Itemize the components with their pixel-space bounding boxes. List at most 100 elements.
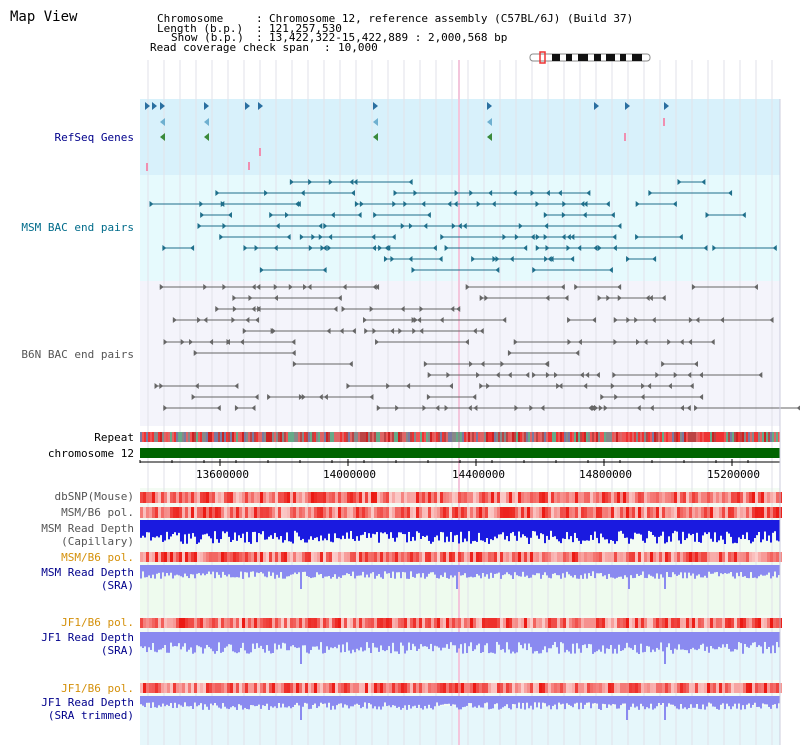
track-label-jf1-depth-sra[interactable]: JF1 Read Depth: [41, 631, 134, 644]
jf1-trim-depth-bar: [620, 696, 622, 706]
track-label-jf1-b6-pol-2[interactable]: JF1/B6 pol.: [61, 682, 134, 695]
repeat-stripe: [244, 432, 246, 442]
b6n-bac-pair-end: [215, 306, 220, 312]
dbsnp-cell: [506, 492, 509, 503]
msm-cap-depth-bar: [486, 520, 488, 539]
jf1-trim-depth-bar: [396, 696, 398, 708]
track-label-refseq[interactable]: RefSeq Genes: [54, 131, 134, 144]
repeat-stripe: [588, 432, 590, 442]
msm-sra-depth-bar: [630, 565, 632, 576]
msm-cap-depth-bar: [298, 520, 300, 537]
msm-cap-depth-bar: [778, 520, 780, 542]
ideogram-band: [620, 54, 626, 61]
b6n-bac-pair-end: [480, 361, 485, 367]
jf1-pol2-cell: [383, 683, 386, 693]
b6n-bac-pair-end: [585, 372, 590, 378]
msm-pol-cell: [629, 507, 632, 518]
jf1-trim-depth-bar: [306, 696, 308, 704]
msm-bac-pair-end: [284, 212, 289, 218]
msm-sra-depth-bar: [420, 565, 422, 578]
jf1-pol2-cell: [368, 683, 371, 693]
msm-sra-depth-bar: [718, 565, 720, 577]
jf1-pol-cell: [419, 618, 422, 628]
track-label-msm-b6-pol-1[interactable]: MSM/B6 pol.: [61, 506, 134, 519]
dbsnp-cell: [737, 492, 740, 503]
msm-pol2-cell: [602, 552, 605, 562]
track-label-b6n-bac[interactable]: B6N BAC end pairs: [21, 348, 134, 361]
track-label-jf1-b6-pol-1[interactable]: JF1/B6 pol.: [61, 616, 134, 629]
jf1-trim-depth-bar: [328, 696, 330, 703]
jf1-trim-depth-bar: [454, 696, 456, 705]
msm-pol-cell: [536, 507, 539, 518]
jf1-trim-depth-bar: [392, 696, 394, 706]
dbsnp-cell: [614, 492, 617, 503]
dbsnp-cell: [371, 492, 374, 503]
dbsnp-cell: [155, 492, 158, 503]
msm-cap-depth-bar: [444, 520, 446, 543]
jf1-pol-cell: [359, 618, 362, 628]
jf1-sra-depth-bar: [546, 632, 548, 653]
dbsnp-cell: [662, 492, 665, 503]
b6n-bac-pair-end: [232, 295, 237, 301]
jf1-trim-depth-bar: [420, 696, 422, 709]
msm-pol-cell: [752, 507, 755, 518]
msm-pol2-cell: [713, 552, 716, 562]
msm-pol-cell: [296, 507, 299, 518]
msm-cap-depth-bar: [602, 520, 604, 538]
msm-sra-depth-bar: [522, 565, 524, 572]
b6n-bac-pair-end: [422, 405, 427, 411]
msm-bac-pair-end: [371, 234, 376, 240]
msm-cap-depth-bar: [502, 520, 504, 533]
dbsnp-cell: [452, 492, 455, 503]
msm-sra-depth-bar: [532, 565, 534, 575]
jf1-pol-cell: [185, 618, 188, 628]
jf1-sra-depth-bar: [426, 632, 428, 647]
msm-pol-cell: [257, 507, 260, 518]
jf1-trim-depth-bar: [768, 696, 770, 707]
b6n-bac-pair-end: [673, 372, 678, 378]
b6n-bac-pair-end: [254, 394, 259, 400]
jf1-sra-depth-bar-spike: [300, 632, 302, 664]
track-label-msm-bac[interactable]: MSM BAC end pairs: [21, 221, 134, 234]
b6n-bac-pair-end: [590, 405, 595, 411]
msm-sra-depth-bar: [716, 565, 718, 572]
b6n-bac-pair-end: [248, 295, 253, 301]
repeat-stripe: [598, 432, 600, 442]
gene-glyph: [245, 102, 250, 110]
jf1-trim-depth-bar: [580, 696, 582, 703]
msm-pol-cell: [329, 507, 332, 518]
msm-sra-depth-bar: [262, 565, 264, 574]
msm-pol-cell: [299, 507, 302, 518]
b6n-bac-pair-end: [495, 372, 500, 378]
jf1-pol-cell: [641, 618, 644, 628]
track-label-chromosome[interactable]: chromosome 12: [47, 447, 134, 460]
jf1-sra-depth-bar: [548, 632, 550, 649]
track-label-dbsnp[interactable]: dbSNP(Mouse): [54, 490, 134, 503]
info-sep: :: [256, 22, 263, 35]
jf1-trim-depth-bar: [270, 696, 272, 707]
repeat-stripe: [404, 432, 406, 442]
track-label-jf1-depth-trim[interactable]: JF1 Read Depth: [41, 696, 134, 709]
msm-pol2-cell: [281, 552, 284, 562]
msm-sra-depth-bar: [450, 565, 452, 576]
track-label-msm-depth-sra[interactable]: MSM Read Depth: [41, 566, 134, 579]
jf1-trim-depth-bar: [564, 696, 566, 710]
info-coverage-label: Read coverage check span: [150, 41, 309, 54]
msm-pol-cell: [557, 507, 560, 518]
repeat-stripe: [560, 432, 562, 442]
track-label-repeat[interactable]: Repeat: [94, 431, 134, 444]
msm-pol2-cell: [686, 552, 689, 562]
track-label-msm-depth-cap[interactable]: MSM Read Depth: [41, 522, 134, 535]
msm-pol2-cell: [524, 552, 527, 562]
b6n-bac-pair-end: [363, 317, 368, 323]
track-label-msm-b6-pol-2[interactable]: MSM/B6 pol.: [61, 551, 134, 564]
jf1-pol-cell: [551, 618, 554, 628]
jf1-pol-cell: [401, 618, 404, 628]
repeat-stripe: [464, 432, 466, 442]
msm-pol-cell: [530, 507, 533, 518]
msm-pol2-cell: [422, 552, 425, 562]
repeat-stripe: [160, 432, 162, 442]
dbsnp-cell: [266, 492, 269, 503]
jf1-pol2-cell: [347, 683, 350, 693]
